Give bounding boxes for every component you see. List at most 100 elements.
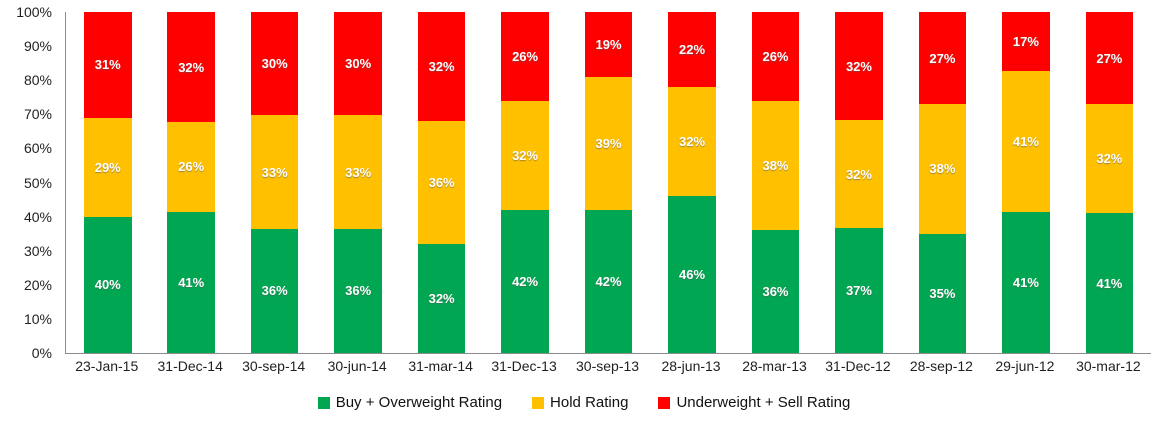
bar-segment: 30%	[250, 12, 299, 116]
stacked-bar: 19% 39% 42%	[584, 12, 633, 353]
bar-slot: 26% 38% 36%	[734, 12, 817, 353]
x-tick-label: 29-jun-12	[995, 358, 1055, 374]
stacked-bar: 27% 32% 41%	[1085, 12, 1134, 353]
stacked-bar: 32% 26% 41%	[167, 12, 215, 353]
stacked-bar: 17% 41% 41%	[1002, 12, 1050, 353]
x-tick-label: 31-Dec-14	[157, 358, 223, 374]
data-label: 41%	[178, 274, 205, 290]
x-tick-label: 30-sep-13	[576, 358, 640, 374]
x-tick-label: 30-jun-14	[327, 358, 387, 374]
data-label: 40%	[94, 277, 121, 293]
data-label: 32%	[679, 134, 706, 150]
x-tick-label: 23-Jan-15	[75, 358, 139, 374]
x-tick-label: 30-mar-12	[1076, 358, 1141, 374]
stacked-bar: 32% 36% 32%	[417, 12, 466, 353]
bar-segment: 30%	[334, 12, 382, 116]
bar-slot: 32% 36% 32%	[400, 12, 483, 353]
data-label: 26%	[762, 48, 789, 64]
legend-item: Underweight + Sell Rating	[658, 394, 850, 411]
stacked-bar: 26% 38% 36%	[751, 12, 800, 353]
y-tick-label: 50%	[23, 174, 52, 191]
x-axis: 23-Jan-15 31-Dec-14 30-sep-14 30-jun-14 31-m…	[65, 358, 1150, 374]
legend-swatch-icon	[317, 396, 330, 409]
data-label: 17%	[1012, 33, 1039, 49]
data-label: 36%	[261, 283, 288, 299]
bar-segment: 32%	[1085, 104, 1134, 214]
x-tick-label: 31-Dec-12	[825, 358, 891, 374]
x-tick-label: 28-jun-13	[661, 358, 721, 374]
data-label: 32%	[178, 59, 205, 75]
data-label: 32%	[845, 166, 872, 182]
bar-segment: 31%	[83, 12, 132, 118]
bar-segment: 41%	[1002, 211, 1050, 353]
bar-segment: 32%	[835, 12, 883, 121]
bar-segment: 17%	[1002, 12, 1050, 71]
bar-segment: 27%	[1085, 12, 1134, 105]
data-label: 42%	[595, 273, 622, 289]
bar-segment: 36%	[417, 121, 466, 244]
bar-segment: 32%	[501, 100, 549, 210]
bar-segment: 38%	[918, 104, 967, 234]
y-tick-label: 80%	[23, 72, 52, 89]
data-label: 29%	[94, 159, 121, 175]
data-label: 37%	[845, 283, 872, 299]
bar-segment: 36%	[334, 228, 382, 353]
bar-segment: 41%	[1085, 213, 1134, 353]
bar-segment: 22%	[668, 12, 716, 88]
bar-segment: 32%	[668, 87, 716, 197]
bar-segment: 26%	[751, 12, 800, 101]
bar-segment: 26%	[501, 12, 549, 101]
stacked-bar: 30% 33% 36%	[334, 12, 382, 353]
y-tick-label: 70%	[23, 106, 52, 123]
x-tick-label: 28-mar-13	[742, 358, 807, 374]
data-label: 46%	[679, 267, 706, 283]
stacked-bar: 26% 32% 42%	[501, 12, 549, 353]
bar-segment: 27%	[918, 12, 967, 105]
y-tick-label: 10%	[23, 310, 52, 327]
y-tick-label: 40%	[23, 208, 52, 225]
data-label: 38%	[762, 157, 789, 173]
x-tick-label: 31-Dec-13	[491, 358, 557, 374]
bar-segment: 35%	[918, 233, 967, 353]
bar-slot: 19% 39% 42%	[567, 12, 650, 353]
data-label: 36%	[428, 174, 455, 190]
bar-slot: 32% 32% 37%	[817, 12, 900, 353]
bar-segment: 40%	[83, 216, 132, 353]
bar-segment: 42%	[584, 209, 633, 353]
legend-swatch-icon	[532, 396, 545, 409]
bar-segment: 32%	[835, 120, 883, 229]
y-axis: 100% 90% 80% 70% 60% 50% 40% 30% 20% 10% 0%	[0, 4, 58, 361]
y-tick-label: 60%	[23, 140, 52, 157]
data-label: 41%	[1096, 275, 1123, 291]
data-label: 30%	[261, 56, 288, 72]
data-label: 26%	[178, 159, 205, 175]
bar-segment: 41%	[1002, 70, 1050, 212]
x-tick-label: 31-mar-14	[408, 358, 473, 374]
y-tick-label: 100%	[16, 4, 52, 20]
x-tick-label: 28-sep-12	[909, 358, 973, 374]
stacked-bar: 32% 32% 37%	[835, 12, 883, 353]
legend-label: Buy + Overweight Rating	[335, 394, 503, 411]
bar-slot: 27% 32% 41%	[1068, 12, 1151, 353]
data-label: 32%	[428, 290, 455, 306]
bar-segment: 41%	[167, 211, 215, 353]
data-label: 31%	[94, 57, 121, 73]
bar-slot: 32% 26% 41%	[149, 12, 232, 353]
data-label: 32%	[845, 58, 872, 74]
stacked-bar: 30% 33% 36%	[250, 12, 299, 353]
bar-segment: 19%	[584, 12, 633, 77]
data-label: 32%	[428, 59, 455, 75]
data-label: 32%	[512, 147, 539, 163]
y-tick-label: 0%	[31, 345, 52, 361]
bar-segment: 32%	[417, 243, 466, 353]
y-tick-label: 90%	[23, 38, 52, 55]
bar-segment: 26%	[167, 122, 215, 212]
data-label: 42%	[512, 273, 539, 289]
plot-area: 31% 29% 40% 32% 26% 41% 30% 33% 36% 30% 33% 36% 32% 3…	[65, 12, 1151, 354]
data-label: 27%	[929, 50, 956, 66]
data-label: 41%	[1012, 274, 1039, 290]
bar-segment: 36%	[250, 228, 299, 353]
bar-segment: 33%	[250, 115, 299, 229]
stacked-bar: 22% 32% 46%	[668, 12, 716, 353]
